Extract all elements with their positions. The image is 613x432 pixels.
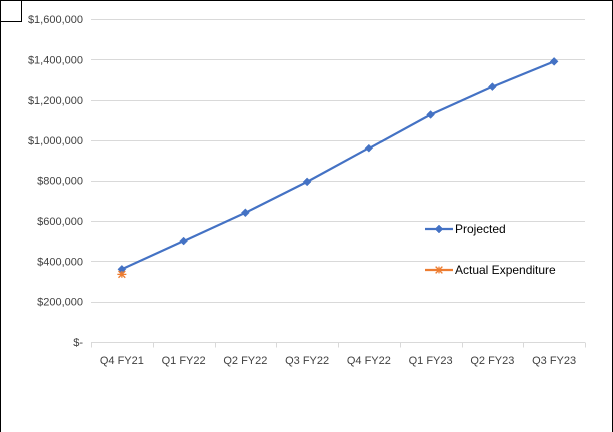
y-tick-label: $800,000 [37,176,83,188]
x-tick-label: Q4 FY21 [100,355,144,367]
legend-item: Projected [425,222,506,236]
series-line [121,60,555,271]
data-point-marker [117,270,127,279]
data-point-marker [434,266,444,274]
legend-label: Projected [455,222,506,236]
x-tick-label: Q3 FY23 [532,355,576,367]
y-tick-label: $1,400,000 [28,54,83,66]
series-actual-expenditure [117,270,127,279]
y-tick-label: $1,200,000 [28,95,83,107]
y-tick-label: $200,000 [37,297,83,309]
series [117,57,559,279]
x-tick-label: Q1 FY22 [162,355,206,367]
legend: Projected Actual Expenditure [425,222,556,277]
x-tick-label: Q2 FY23 [470,355,514,367]
y-axis-tick-labels: $- $200,000 $400,000 $600,000 $800,000 $1,000… [28,14,83,349]
data-point-marker [364,143,374,153]
y-tick-label: $1,600,000 [28,14,83,26]
y-tick-label: $1,000,000 [28,135,83,147]
data-point-marker [549,57,559,66]
x-tick-label: Q4 FY22 [347,355,391,367]
y-tick-label: $400,000 [37,256,83,268]
data-point-marker [434,224,444,234]
data-point-marker [241,208,250,218]
legend-label: Actual Expenditure [455,263,556,277]
data-point-marker [488,82,497,91]
data-point-marker [179,236,188,246]
gridlines [91,19,585,303]
frame-corner-line [0,21,22,22]
x-tick-label: Q3 FY22 [285,355,329,367]
data-point-marker [302,177,312,187]
x-tick-label: Q1 FY23 [409,355,453,367]
frame-corner-line-vertical [21,0,22,22]
x-tick-label: Q2 FY22 [223,355,267,367]
series-projected [117,57,559,274]
x-axis-tick-labels: Q4 FY21 Q1 FY22 Q2 FY22 Q3 FY22 Q4 FY22 Q1 FY… [100,355,576,367]
y-tick-label: $600,000 [37,216,83,228]
data-point-marker [426,110,435,119]
frame-top-border [0,0,613,1]
x-axis-ticks [91,342,586,348]
y-tick-label: $- [73,337,83,349]
legend-item: Actual Expenditure [425,263,556,277]
frame-left-border [0,0,1,432]
